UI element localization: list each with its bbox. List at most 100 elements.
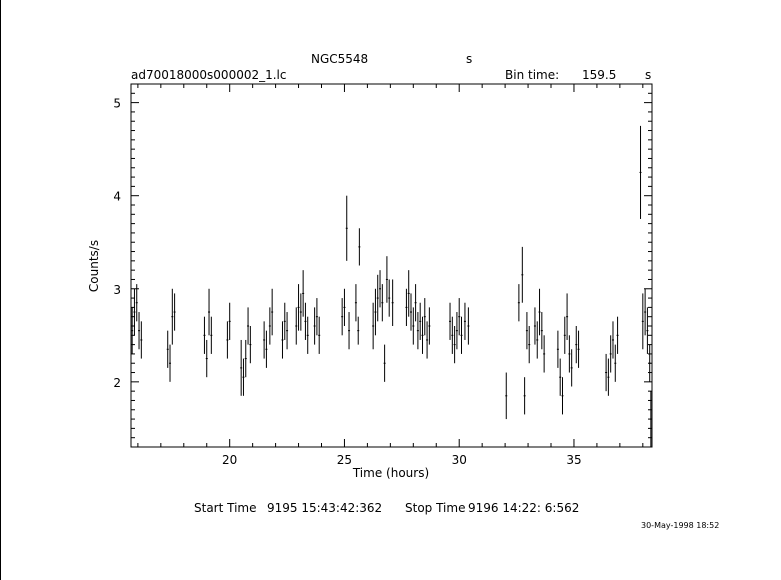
data-point: [358, 228, 361, 266]
data-point: [348, 312, 351, 350]
data-point: [455, 312, 458, 350]
data-point: [388, 279, 391, 317]
data-point: [646, 307, 649, 354]
data-point: [533, 307, 536, 345]
data-point: [247, 307, 250, 345]
data-point: [166, 330, 169, 368]
data-point: [523, 377, 526, 415]
data-point: [428, 307, 431, 345]
bin-time-label: Bin time:: [505, 68, 560, 82]
bin-time-value: 159.5: [582, 68, 617, 82]
data-point: [173, 293, 176, 331]
data-point: [376, 274, 379, 322]
date-stamp: 30-May-1998 18:52: [641, 521, 720, 530]
data-point: [318, 316, 321, 354]
data-point: [249, 326, 252, 364]
plot-frame: [130, 83, 653, 448]
data-point: [140, 321, 143, 359]
data-point: [383, 344, 386, 382]
data-point: [414, 284, 417, 322]
data-point: [543, 335, 546, 373]
data-point: [228, 302, 231, 340]
object-name: NGC5548: [311, 52, 369, 66]
data-point: [605, 353, 608, 392]
data-point: [133, 288, 136, 336]
y-axis-label: Counts/s: [87, 240, 101, 292]
data-point: [372, 302, 375, 350]
data-point: [412, 307, 415, 345]
data-point: [521, 246, 524, 303]
data-point: [354, 284, 357, 322]
data-point: [423, 298, 426, 336]
axis-ticks: [131, 83, 652, 447]
data-points: [131, 125, 652, 447]
data-point: [379, 270, 382, 308]
data-point: [271, 288, 274, 336]
x-tick-label: 35: [566, 453, 581, 467]
x-axis-label: Time (hours): [352, 466, 429, 480]
data-point: [540, 312, 543, 350]
data-point: [242, 358, 245, 396]
data-point: [357, 316, 360, 345]
data-point: [611, 321, 614, 359]
data-point: [416, 312, 419, 350]
file-name: ad70018000s000002_1.lc: [131, 68, 287, 82]
data-point: [281, 321, 284, 359]
data-point: [135, 284, 138, 322]
data-point: [525, 312, 528, 350]
x-tick-label: 20: [222, 453, 237, 467]
data-point: [169, 344, 172, 382]
data-point: [240, 339, 243, 396]
y-tick-label: 2: [113, 376, 121, 390]
start-time-label: Start Time: [194, 501, 257, 515]
data-point: [410, 293, 413, 331]
object-suffix: s: [466, 52, 473, 66]
data-point: [138, 312, 141, 350]
data-point: [556, 330, 559, 368]
data-point: [421, 316, 424, 354]
data-point: [343, 288, 346, 326]
data-point: [226, 321, 229, 359]
data-point: [203, 316, 206, 354]
data-point: [561, 377, 564, 415]
data-point: [458, 298, 461, 336]
data-point: [570, 349, 573, 387]
data-point: [453, 326, 456, 364]
window-left-border: [0, 0, 1, 580]
data-point: [648, 344, 651, 382]
y-tick-label: 5: [113, 97, 121, 111]
data-point: [609, 335, 612, 373]
data-point: [559, 358, 562, 396]
stop-time-label: Stop Time: [405, 501, 466, 515]
data-point: [385, 256, 388, 303]
y-tick-label: 4: [113, 190, 121, 204]
data-point: [449, 302, 452, 340]
data-point: [304, 302, 307, 340]
data-point: [381, 284, 384, 322]
x-tick-label: 25: [337, 453, 352, 467]
data-point: [244, 339, 247, 378]
data-point: [374, 288, 377, 336]
data-point: [295, 307, 298, 345]
data-point: [577, 330, 580, 368]
data-point: [426, 321, 429, 359]
data-point: [407, 270, 410, 317]
data-point: [283, 302, 286, 340]
data-point: [297, 284, 300, 331]
data-point: [391, 279, 394, 326]
data-point: [302, 270, 305, 317]
data-point: [313, 307, 316, 345]
data-point: [451, 316, 454, 354]
data-point: [299, 293, 302, 331]
data-point: [467, 307, 470, 345]
data-point: [538, 288, 541, 336]
data-point: [505, 372, 508, 420]
data-point: [463, 302, 466, 340]
data-point: [419, 302, 422, 340]
data-point: [616, 316, 619, 354]
data-point: [345, 195, 348, 261]
data-point: [265, 330, 268, 368]
data-point: [131, 307, 134, 354]
data-point: [268, 307, 271, 345]
